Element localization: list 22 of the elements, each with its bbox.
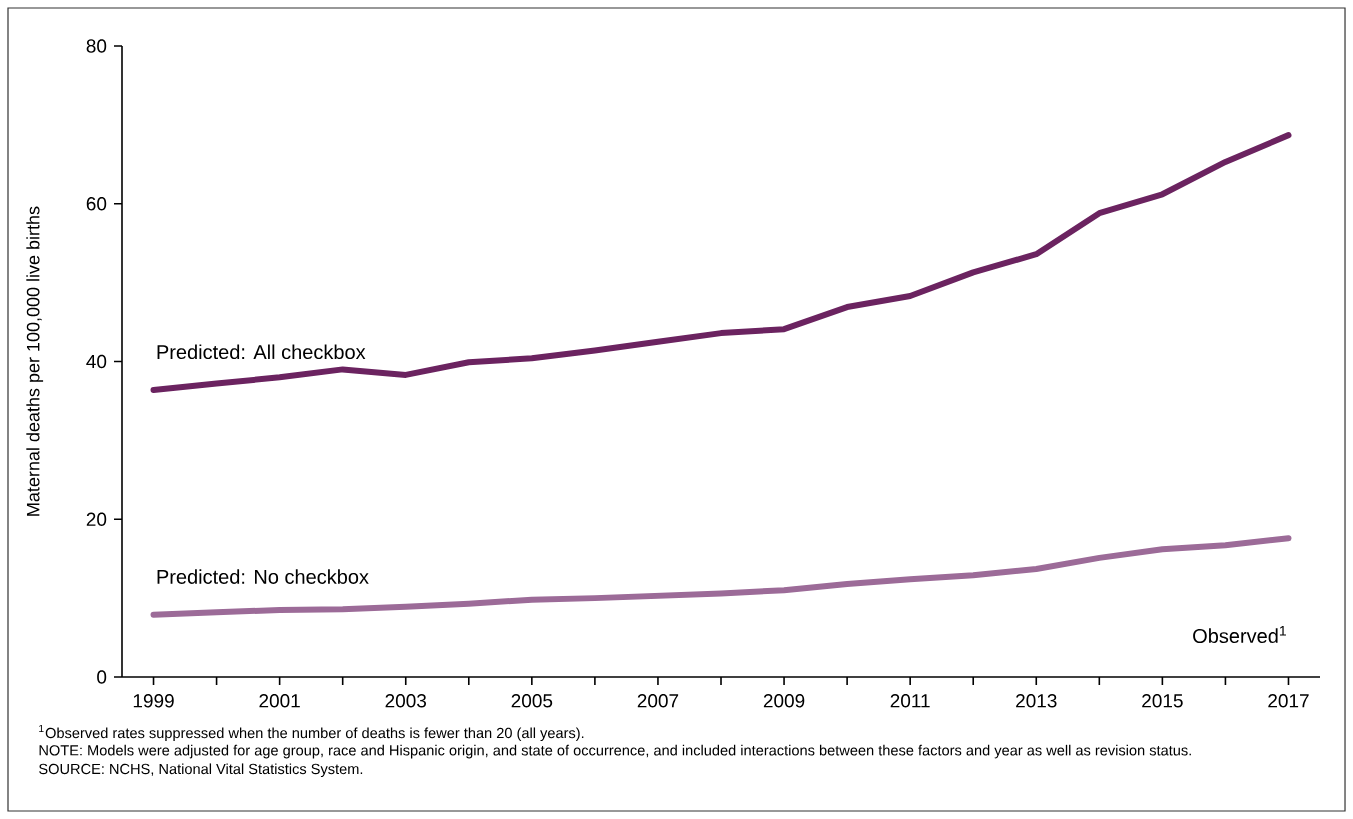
text: NOTE: Models were adjusted for age group, race and Hispanic origin, and state of occurrence, and included interactions between these factors and year as well as revision status. — [39, 744, 1191, 759]
x-tick-label: 2011 — [890, 694, 930, 708]
y-tick-label: 20 — [86, 512, 107, 526]
annotation: Observed$^{1}$ — [1193, 626, 1286, 644]
x-tick-label: 1999 — [133, 694, 174, 708]
y-axis-title: Maternal deaths per 100,000 live births — [26, 206, 44, 516]
x-tick-label: 2015 — [1142, 694, 1183, 708]
y-tick-label: 60 — [86, 197, 107, 211]
y-tick-label: 80 — [86, 39, 107, 53]
series-label: Predicted: All checkbox — [157, 344, 366, 360]
y-tick-label: 0 — [97, 670, 107, 684]
text: $^{1}$Observed rates suppressed when the number of deaths is fewer than 20 (all years). — [39, 724, 584, 742]
source-note: SOURCE: NCHS, National Vital Statistics System. — [39, 763, 363, 778]
x-tick-label: 2017 — [1268, 694, 1309, 708]
x-tick-label: 2009 — [763, 694, 805, 708]
x-tick-label: 2007 — [637, 694, 679, 708]
y-tick-label: 40 — [86, 354, 107, 369]
series-label: Predicted: No checkbox — [157, 569, 369, 584]
x-tick-label: 2003 — [385, 694, 427, 708]
x-tick-label: 2001 — [259, 694, 300, 708]
x-tick-label: 2005 — [511, 694, 553, 708]
x-tick-label: 2013 — [1016, 694, 1057, 708]
